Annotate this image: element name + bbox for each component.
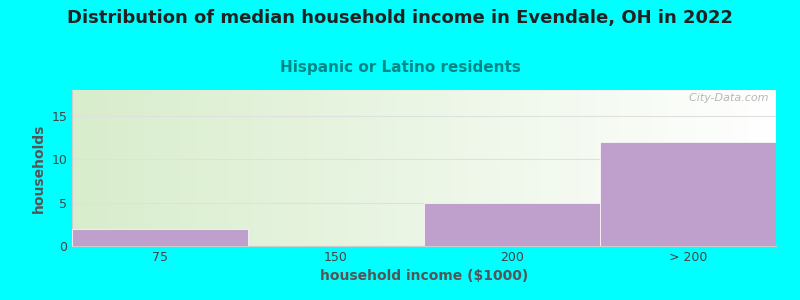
- X-axis label: household income ($1000): household income ($1000): [320, 269, 528, 284]
- Bar: [600, 142, 776, 246]
- Bar: [72, 229, 248, 246]
- Text: Distribution of median household income in Evendale, OH in 2022: Distribution of median household income …: [67, 9, 733, 27]
- Text: City-Data.com: City-Data.com: [682, 93, 769, 103]
- Text: Hispanic or Latino residents: Hispanic or Latino residents: [279, 60, 521, 75]
- Bar: [424, 203, 600, 246]
- Y-axis label: households: households: [32, 123, 46, 213]
